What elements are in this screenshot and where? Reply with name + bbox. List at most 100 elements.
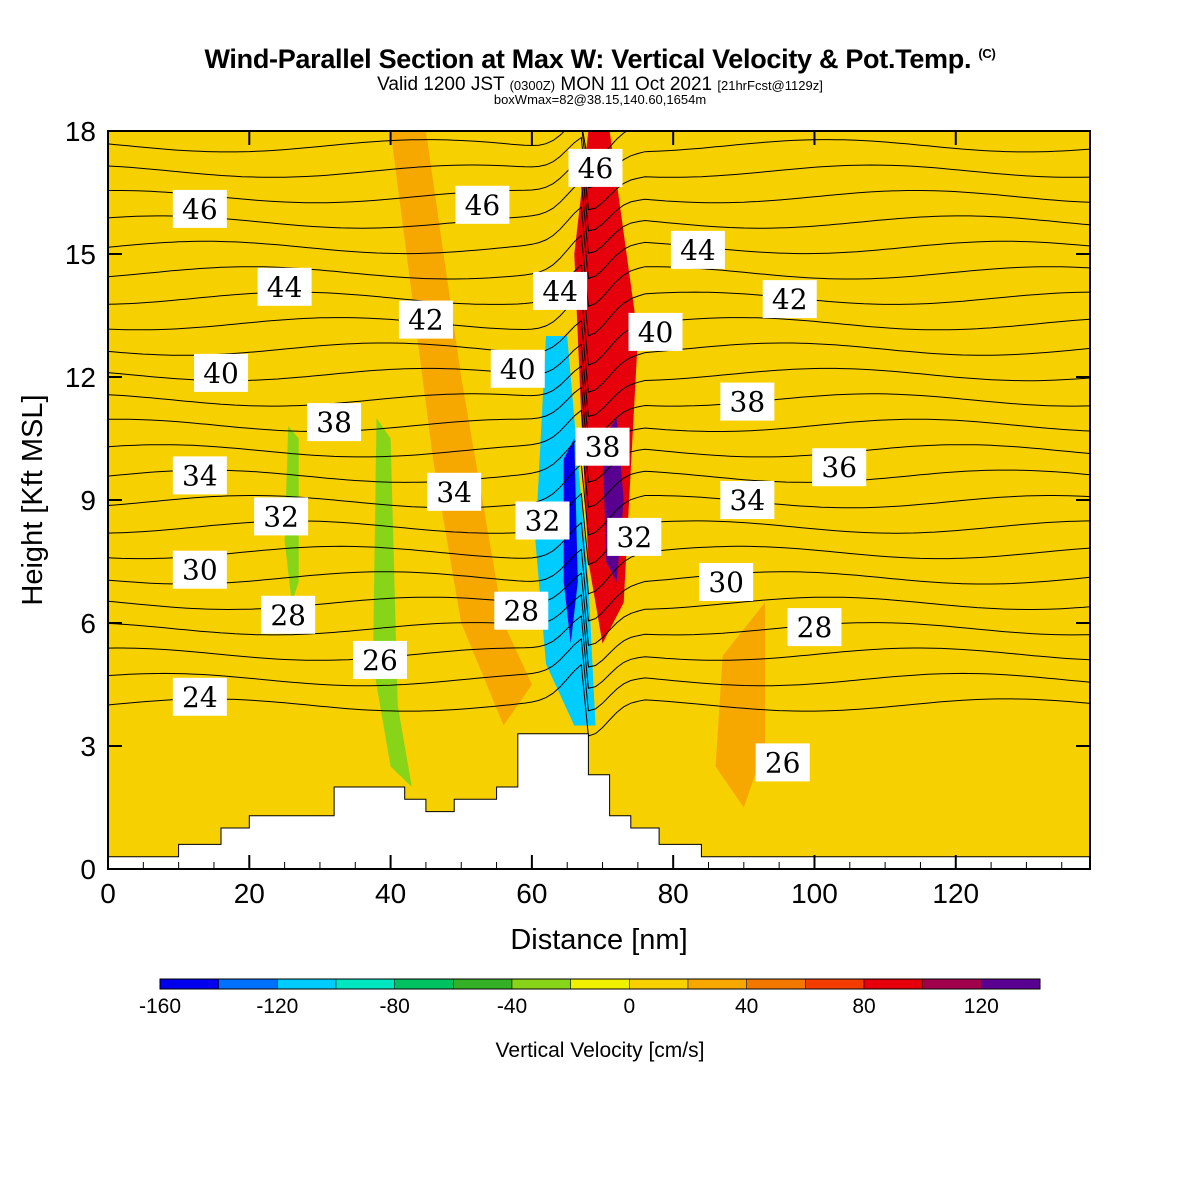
- terrain: [108, 733, 1090, 869]
- colorbar-tick-label: -120: [256, 995, 298, 1018]
- axes: 0 20 40 60 80 100 120 0 3 6 9 12 15 18: [65, 116, 1090, 909]
- theta-contour-32: [108, 463, 1090, 536]
- theta-contour-45: [108, 136, 1090, 211]
- w-feature-updraft-x88-94: [715, 602, 765, 808]
- contour-label-box: [254, 497, 309, 536]
- y-tick-label: 15: [65, 239, 96, 270]
- contour-label: 30: [182, 554, 218, 587]
- theta-contour-29: [108, 548, 1090, 622]
- colorbar-tick-label: 40: [735, 995, 758, 1018]
- contour-label-box: [720, 382, 775, 421]
- contour-label-box: [352, 640, 407, 679]
- contour-label: 28: [797, 611, 833, 644]
- colorbar-tick-label: 120: [964, 995, 999, 1018]
- colorbar-segment: [394, 978, 454, 990]
- y-tick-label: 18: [65, 116, 96, 147]
- contour-label: 46: [465, 189, 501, 222]
- contour-label: 38: [730, 386, 766, 419]
- colorbar-segment: [159, 978, 219, 990]
- colorbar-segment: [922, 978, 982, 990]
- theta-contour-37: [108, 343, 1090, 418]
- contour-label-box: [490, 349, 545, 388]
- contour-label-box: [787, 608, 842, 647]
- contour-label-box: [607, 517, 662, 556]
- y-tick-label: 9: [80, 485, 96, 516]
- contour-label-box: [533, 271, 588, 310]
- colorbar-segment: [687, 978, 747, 990]
- theta-contour-24: [108, 663, 1090, 737]
- x-tick-label: 20: [234, 878, 265, 909]
- contour-label: 34: [182, 459, 218, 492]
- x-tick-label: 100: [791, 878, 838, 909]
- colorbar-segment: [453, 978, 513, 990]
- contour-label-box: [628, 312, 683, 351]
- contour-label: 44: [267, 271, 303, 304]
- theta-contour-30: [108, 521, 1090, 595]
- contour-label: 30: [708, 566, 744, 599]
- theta-contour-38: [108, 319, 1090, 393]
- contour-label-box: [455, 185, 510, 224]
- colorbar-tick-label: -80: [379, 995, 409, 1018]
- x-tick-label: 120: [932, 878, 979, 909]
- colorbar-segment: [277, 978, 337, 990]
- theta-contour-34: [108, 409, 1090, 483]
- contour-label: 46: [578, 152, 614, 185]
- contour-label-box: [172, 189, 227, 228]
- contour-label-box: [172, 677, 227, 716]
- theta-contour-41: [108, 234, 1090, 308]
- theta-contour-25: [108, 638, 1090, 712]
- colorbar-segment: [981, 978, 1041, 990]
- x-tick-label: 0: [100, 878, 116, 909]
- colorbar-label: Vertical Velocity [cm/s]: [496, 1039, 705, 1062]
- colorbar-segment: [570, 978, 630, 990]
- contour-label: 32: [617, 521, 653, 554]
- colorbar-segment: [335, 978, 395, 990]
- colorbar-tick-label: 0: [623, 995, 635, 1018]
- y-tick-label: 3: [80, 731, 96, 762]
- colorbar-tick-label: 80: [852, 995, 875, 1018]
- colorbar: -160 -120 -80 -40 0 40 80 120: [139, 978, 1041, 1018]
- contour-label-box: [812, 448, 867, 487]
- contour-label: 46: [182, 193, 218, 226]
- y-tick-label: 12: [65, 362, 96, 393]
- y-axis-label: Height [Kft MSL]: [17, 394, 49, 605]
- contour-label: 40: [203, 357, 239, 390]
- contour-label: 32: [263, 500, 299, 533]
- contour-label: 28: [270, 599, 306, 632]
- contour-label-box: [427, 472, 482, 511]
- contour-label: 42: [408, 304, 444, 337]
- theta-contour-27: [108, 593, 1090, 668]
- colorbar-tick-label: -40: [497, 995, 527, 1018]
- theta-contour-44: [108, 157, 1090, 232]
- contour-label: 34: [436, 476, 472, 509]
- colorbar-segment: [218, 978, 278, 990]
- y-tick-label: 6: [80, 608, 96, 639]
- contour-label-box: [575, 427, 630, 466]
- contour-label-box: [755, 743, 810, 782]
- theta-contour-33: [108, 434, 1090, 508]
- w-feature-updraft-x42-55: [390, 131, 532, 726]
- x-tick-label: 60: [516, 878, 547, 909]
- contour-label-box: [762, 280, 817, 319]
- contour-label: 44: [680, 234, 716, 267]
- contour-label: 26: [765, 746, 801, 779]
- contour-label-box: [172, 456, 227, 495]
- w-feature-narrow-downward-x38: [372, 418, 412, 787]
- theta-contour-43: [108, 180, 1090, 254]
- contour-label-box: [398, 300, 453, 339]
- box-wmax-info: boxWmax=82@38.15,140.60,1654m: [493, 92, 707, 107]
- contour-label-box: [172, 550, 227, 589]
- contour-label-box: [699, 563, 754, 601]
- contour-label-box: [494, 591, 549, 630]
- contour-label: 32: [525, 505, 561, 538]
- theta-contour-39: [108, 292, 1090, 366]
- colorbar-segment: [511, 978, 571, 990]
- w-feature-ridge-downward-core: [563, 438, 578, 644]
- colorbar-frame: [159, 978, 1041, 990]
- x-tick-label: 80: [658, 878, 689, 909]
- valid-time-utc: (0300Z): [509, 78, 556, 93]
- forecast-info: [21hrFcst@1129z]: [717, 78, 823, 93]
- y-tick-label: 0: [80, 854, 96, 885]
- contour-label-box: [257, 267, 312, 306]
